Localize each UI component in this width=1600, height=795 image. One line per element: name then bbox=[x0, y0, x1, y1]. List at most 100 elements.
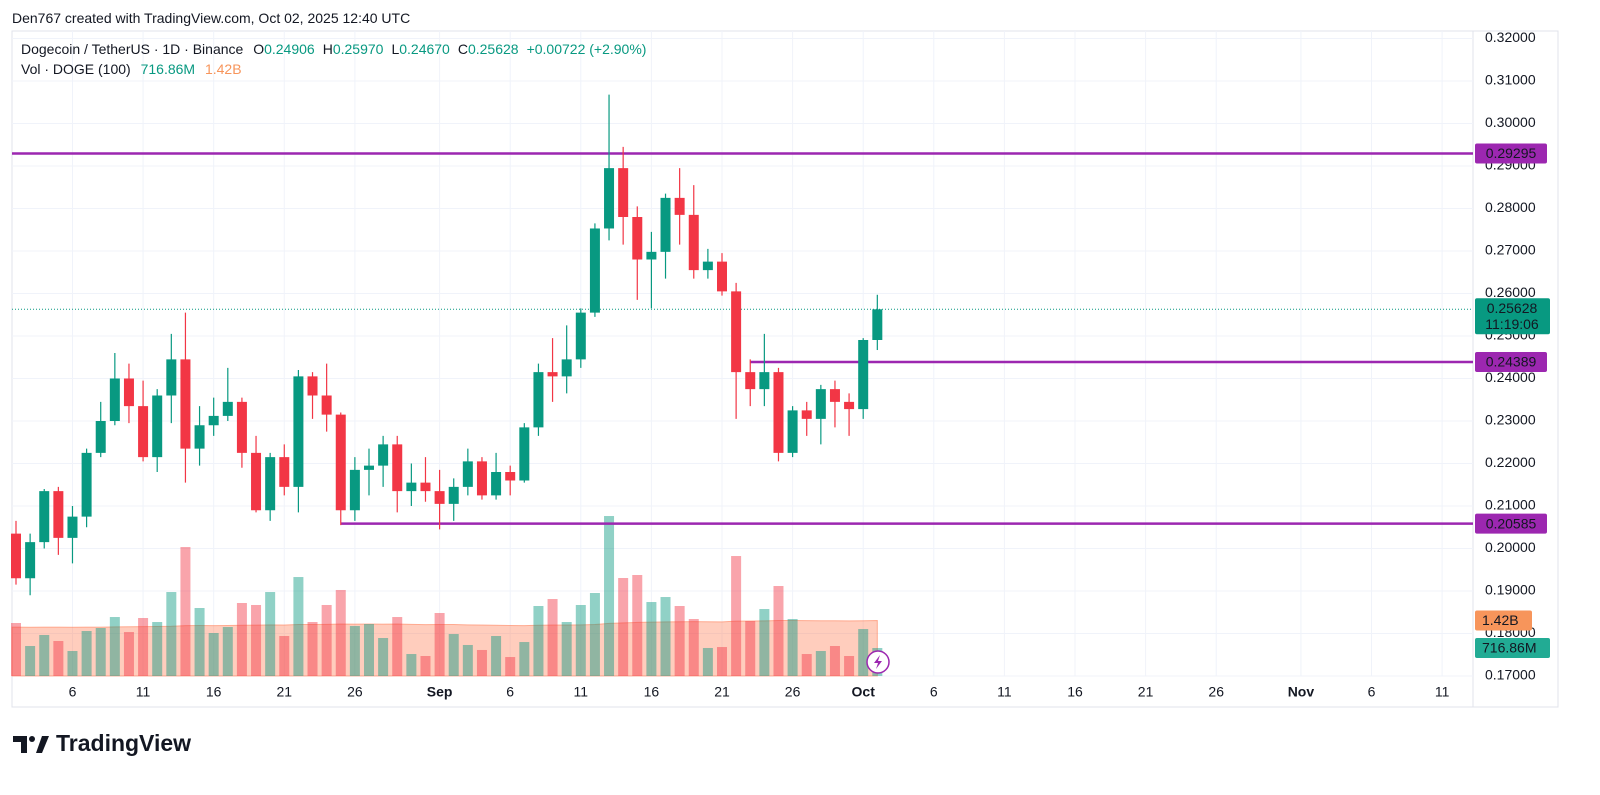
ohlc-item: L0.24670 bbox=[391, 41, 449, 57]
volume-bar bbox=[123, 632, 134, 676]
level-tag bbox=[1475, 143, 1547, 164]
candle-body bbox=[335, 414, 346, 511]
y-tick-label: 0.22000 bbox=[1485, 454, 1536, 470]
volume-bar bbox=[674, 606, 685, 676]
y-tick-label: 0.31000 bbox=[1485, 72, 1536, 88]
y-tick-label: 0.32000 bbox=[1485, 29, 1536, 45]
ohlc-item: H0.25970 bbox=[323, 41, 384, 57]
candle-body bbox=[349, 469, 360, 511]
volume-bar bbox=[759, 609, 770, 676]
candle-body bbox=[547, 372, 558, 377]
candle-body bbox=[688, 214, 699, 271]
candle-body bbox=[364, 465, 374, 470]
levels bbox=[12, 152, 1473, 525]
volume-tag bbox=[1475, 638, 1550, 659]
grid: 0.170000.180000.190000.200000.210000.220… bbox=[12, 29, 1536, 700]
x-tick-label: 11 bbox=[574, 684, 589, 700]
volume-bar bbox=[378, 637, 389, 676]
candle-body bbox=[293, 376, 304, 487]
volume-bar bbox=[731, 556, 742, 676]
candle-body bbox=[448, 486, 459, 504]
x-tick-label: 6 bbox=[1368, 684, 1376, 700]
level-tag bbox=[1475, 513, 1547, 534]
x-tick-label: 26 bbox=[1208, 684, 1224, 700]
volume-bar bbox=[251, 604, 262, 676]
volume-bar bbox=[829, 646, 840, 676]
volume-bar bbox=[448, 634, 459, 676]
legend-volume: Vol · DOGE (100) 716.86M 1.42B bbox=[21, 61, 248, 77]
candle-body bbox=[11, 533, 21, 579]
candle-body bbox=[844, 401, 855, 410]
candle-body bbox=[222, 401, 233, 416]
candle-body bbox=[759, 372, 770, 390]
ohlc-value: 0.24670 bbox=[399, 41, 450, 57]
candle-body bbox=[321, 395, 332, 415]
candle-body bbox=[392, 444, 403, 492]
level-tag bbox=[1475, 351, 1547, 372]
candle-body bbox=[646, 251, 657, 260]
volume-bar bbox=[152, 622, 163, 676]
volume-bar bbox=[575, 604, 586, 676]
volume-bar bbox=[462, 644, 473, 676]
candle-body bbox=[180, 359, 191, 449]
x-tick-label: 6 bbox=[69, 684, 77, 700]
volume-bar bbox=[773, 586, 784, 676]
candle-body bbox=[462, 461, 473, 487]
ohlc-key: C bbox=[457, 41, 468, 57]
volume-bar bbox=[265, 592, 276, 676]
volume-value: 716.86M bbox=[140, 61, 196, 77]
volume bbox=[11, 516, 883, 677]
volume-bar bbox=[53, 641, 64, 676]
volume-ma: 1.42B bbox=[204, 61, 242, 77]
volume-bar bbox=[25, 646, 36, 676]
volume-bar bbox=[208, 632, 219, 676]
x-tick-label: 6 bbox=[506, 684, 514, 700]
x-tick-label: 26 bbox=[347, 684, 363, 700]
volume-bar bbox=[321, 604, 332, 676]
candle-body bbox=[166, 359, 177, 396]
candles bbox=[11, 94, 883, 596]
credit: Den767 created with TradingView.com, Oct… bbox=[12, 10, 411, 26]
volume-bar bbox=[745, 621, 756, 676]
candle-body bbox=[109, 378, 120, 421]
volume-bar bbox=[406, 654, 417, 676]
ohlc-key: O bbox=[253, 41, 265, 57]
y-tick-label: 0.21000 bbox=[1485, 497, 1536, 513]
logo-text: TradingView bbox=[56, 730, 191, 756]
ohlc-key: H bbox=[322, 41, 333, 57]
ohlc-item: O0.24906 bbox=[253, 41, 315, 57]
volume-bar bbox=[717, 647, 727, 676]
volume-bar bbox=[222, 627, 233, 676]
last-price-label: 0.25628 bbox=[1487, 300, 1538, 316]
x-tick-label: 6 bbox=[930, 684, 938, 700]
candle-body bbox=[208, 415, 219, 426]
candle-body bbox=[251, 452, 262, 511]
volume-bar bbox=[844, 656, 855, 676]
ohlc-value: 0.25970 bbox=[332, 41, 384, 57]
volume-bar bbox=[109, 617, 120, 676]
candle-body bbox=[81, 452, 92, 517]
legend-main: Dogecoin / TetherUS · 1D · Binance O0.24… bbox=[21, 41, 652, 57]
candle-body bbox=[378, 444, 389, 466]
y-tick-label: 0.27000 bbox=[1485, 242, 1536, 258]
volume-bar bbox=[11, 622, 21, 676]
candle-body bbox=[434, 491, 445, 504]
x-tick-label: 11 bbox=[136, 684, 151, 700]
candle-body bbox=[39, 491, 50, 543]
volume-bar bbox=[166, 592, 177, 676]
volume-bar bbox=[180, 547, 191, 676]
volume-bar bbox=[604, 516, 615, 676]
ohlc-value: 0.24906 bbox=[264, 41, 315, 57]
volume-bar bbox=[505, 657, 516, 676]
last-price-tag bbox=[1475, 298, 1550, 335]
alert-icon[interactable] bbox=[866, 650, 890, 674]
candle-body bbox=[519, 427, 530, 481]
chart-frame bbox=[11, 30, 1559, 708]
y-tick-label: 0.26000 bbox=[1485, 284, 1536, 300]
candle-body bbox=[589, 228, 600, 313]
volume-bar bbox=[660, 597, 671, 676]
volume-bar bbox=[81, 631, 92, 676]
candle-body bbox=[194, 425, 205, 449]
volume-bar bbox=[293, 577, 304, 676]
